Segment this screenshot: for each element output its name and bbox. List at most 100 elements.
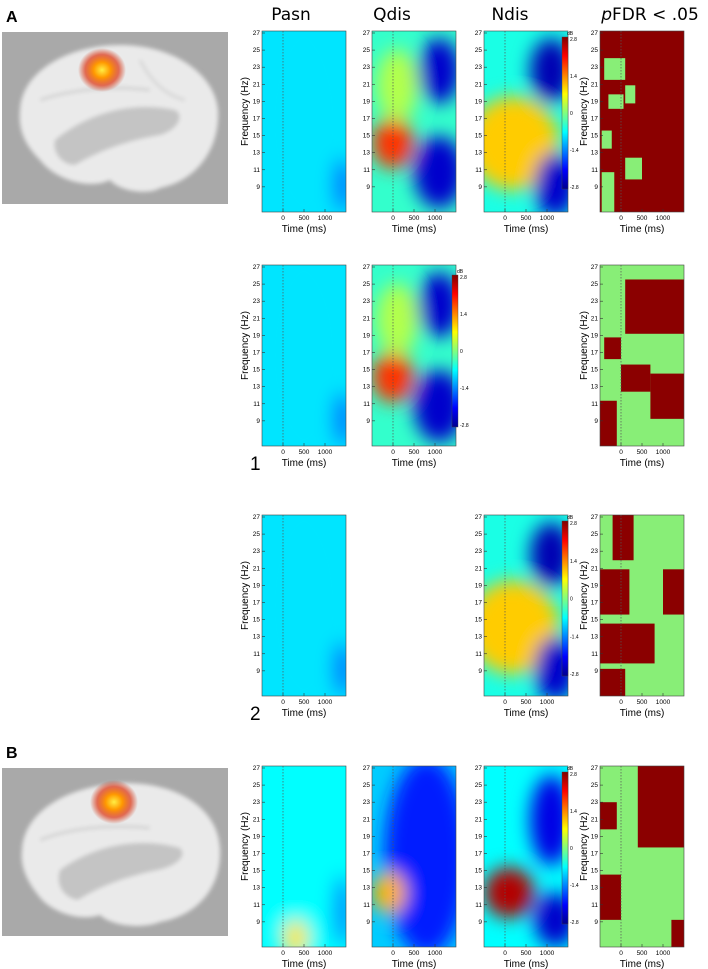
y-tick-label: 27 xyxy=(253,30,261,37)
y-tick-label: 15 xyxy=(253,617,261,624)
x-tick-label: 500 xyxy=(299,950,310,957)
y-tick-label: 9 xyxy=(594,668,598,675)
y-tick-label: 19 xyxy=(363,833,371,840)
colorbar-tick-label: -2.8 xyxy=(570,920,579,926)
significance-patch xyxy=(600,874,621,920)
y-tick-label: 15 xyxy=(591,617,599,624)
colorbar xyxy=(561,520,569,677)
y-tick-label: 15 xyxy=(591,133,599,140)
y-tick-label: 27 xyxy=(363,765,371,772)
significance-a xyxy=(599,30,685,213)
y-tick-label: 17 xyxy=(363,115,371,122)
y-tick-label: 27 xyxy=(253,514,261,521)
heatmap-a-ndis xyxy=(483,30,569,213)
x-tick-label: 0 xyxy=(281,950,285,957)
significance-patch xyxy=(604,58,626,80)
x-tick-label: 0 xyxy=(391,950,395,957)
x-tick-label: 1000 xyxy=(318,950,333,957)
colorbar-tick-label: 2.8 xyxy=(570,772,577,778)
y-tick-label: 27 xyxy=(253,264,261,271)
pfdr-italic-p: p xyxy=(600,5,612,25)
y-tick-label: 9 xyxy=(478,919,482,926)
colorbar-tick-label: -2.8 xyxy=(570,185,579,191)
y-tick-label: 25 xyxy=(253,782,261,789)
y-tick-label: 17 xyxy=(253,599,261,606)
y-tick-label: 23 xyxy=(591,548,599,555)
heatmap-b-pasn xyxy=(261,765,347,948)
y-tick-label: 27 xyxy=(363,30,371,37)
y-axis-label: Frequency (Hz) xyxy=(240,561,251,630)
y-tick-label: 15 xyxy=(475,617,483,624)
y-tick-label: 9 xyxy=(366,418,370,425)
colorbar-unit: dB xyxy=(567,766,574,772)
y-tick-label: 25 xyxy=(253,531,261,538)
heatmap-blob xyxy=(283,919,309,947)
y-tick-label: 21 xyxy=(591,315,599,322)
y-tick-label: 21 xyxy=(363,816,371,823)
x-tick-label: 1000 xyxy=(656,449,671,456)
y-tick-label: 23 xyxy=(591,799,599,806)
y-tick-label: 19 xyxy=(591,833,599,840)
y-axis-label: Frequency (Hz) xyxy=(579,77,590,146)
y-tick-label: 19 xyxy=(253,833,261,840)
heatmap-blob xyxy=(414,135,456,209)
y-tick-label: 13 xyxy=(591,384,599,391)
colorbar-tick-label: 0 xyxy=(570,846,573,852)
y-tick-label: 21 xyxy=(591,81,599,88)
y-tick-label: 27 xyxy=(591,514,599,521)
y-tick-label: 21 xyxy=(253,816,261,823)
colorbar-tick-label: 1.4 xyxy=(570,74,577,80)
y-tick-label: 21 xyxy=(591,816,599,823)
heatmap-blob xyxy=(414,369,456,443)
y-tick-label: 13 xyxy=(591,885,599,892)
y-tick-label: 17 xyxy=(475,115,483,122)
x-tick-label: 0 xyxy=(391,215,395,222)
y-tick-label: 21 xyxy=(475,81,483,88)
x-tick-label: 1000 xyxy=(540,215,555,222)
y-axis-label: Frequency (Hz) xyxy=(579,311,590,380)
heatmap-blob xyxy=(534,152,568,212)
y-tick-label: 23 xyxy=(475,548,483,555)
y-tick-label: 21 xyxy=(363,81,371,88)
x-tick-label: 1000 xyxy=(656,699,671,706)
y-axis-label: Frequency (Hz) xyxy=(240,812,251,881)
heatmap-blob xyxy=(530,775,568,866)
significance-patch xyxy=(663,569,684,615)
pfdr-label: FDR < .05 xyxy=(612,5,699,25)
heatmap-a-pasn xyxy=(261,30,347,213)
x-tick-label: 0 xyxy=(503,699,507,706)
x-tick-label: 1000 xyxy=(428,215,443,222)
significance-patch xyxy=(621,364,651,392)
y-tick-label: 11 xyxy=(363,167,370,174)
significance-patch xyxy=(600,668,626,696)
heatmap-blob xyxy=(530,522,568,588)
y-tick-label: 25 xyxy=(475,782,483,789)
y-tick-label: 13 xyxy=(475,885,483,892)
y-tick-label: 19 xyxy=(475,98,483,105)
x-tick-label: 1000 xyxy=(428,950,443,957)
y-tick-label: 13 xyxy=(253,150,261,157)
colorbar-tick-label: 2.8 xyxy=(460,275,467,281)
x-tick-label: 500 xyxy=(637,215,648,222)
colorbar-unit: dB xyxy=(567,31,574,37)
y-tick-label: 23 xyxy=(363,64,371,71)
y-tick-label: 25 xyxy=(253,281,261,288)
column-title-pasn: Pasn xyxy=(271,5,311,25)
y-tick-label: 17 xyxy=(363,850,371,857)
x-tick-label: 0 xyxy=(281,449,285,456)
y-tick-label: 9 xyxy=(256,668,260,675)
y-tick-label: 23 xyxy=(253,548,261,555)
x-tick-label: 0 xyxy=(281,699,285,706)
y-tick-label: 21 xyxy=(475,565,483,572)
significance-patch xyxy=(671,919,684,947)
heatmap-blob xyxy=(418,38,456,104)
y-tick-label: 11 xyxy=(475,902,482,909)
y-tick-label: 25 xyxy=(591,281,599,288)
x-axis-label: Time (ms) xyxy=(282,959,327,969)
x-tick-label: 500 xyxy=(299,449,310,456)
heatmap-blob xyxy=(333,391,346,446)
column-title-ndis: Ndis xyxy=(491,5,528,25)
y-tick-label: 19 xyxy=(363,98,371,105)
x-tick-label: 500 xyxy=(409,449,420,456)
y-tick-label: 27 xyxy=(475,514,483,521)
